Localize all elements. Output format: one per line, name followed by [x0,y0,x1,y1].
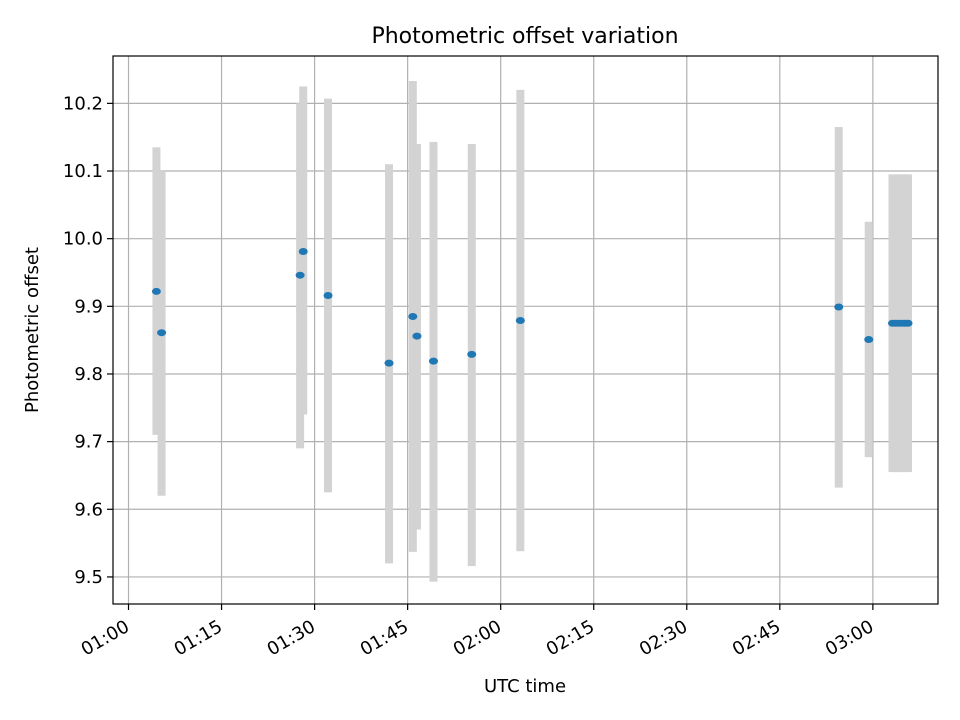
y-axis-ticks: 9.5 9.6 9.7 9.8 9.9 10.0 10.1 10.2 [63,93,113,588]
y-tick-label: 10.2 [63,93,103,114]
data-point [384,359,394,367]
data-point [151,287,161,295]
data-points [151,248,913,367]
data-point [408,312,418,320]
x-axis-label: UTC time [484,676,566,697]
y-tick-label: 10.1 [63,161,103,182]
y-tick-label: 9.6 [74,499,103,520]
data-point [295,271,305,279]
data-point [903,319,913,327]
y-axis-label: Photometric offset [22,247,43,413]
data-point [157,329,167,337]
y-tick-label: 10.0 [63,229,103,250]
data-point [412,332,422,340]
chart-title: Photometric offset variation [371,24,678,49]
y-tick-label: 9.7 [74,432,103,453]
data-point [298,248,308,256]
data-point [467,350,477,358]
data-point [864,335,874,343]
plot-area-frame [112,55,939,605]
data-point [428,357,438,365]
y-tick-label: 9.8 [74,364,103,385]
y-tick-label: 9.9 [74,296,103,317]
data-point [834,303,844,311]
data-point [323,291,333,299]
grid [113,56,938,604]
y-tick-label: 9.5 [74,567,103,588]
data-point [515,317,525,325]
